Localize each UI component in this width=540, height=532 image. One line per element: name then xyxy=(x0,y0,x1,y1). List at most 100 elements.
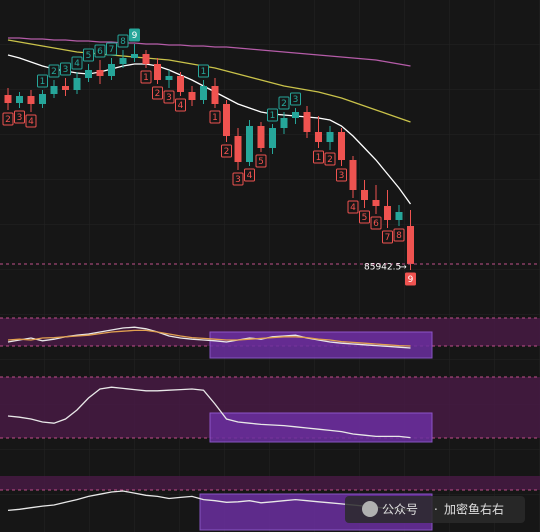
td-count: 3 xyxy=(63,65,69,75)
td-box xyxy=(382,230,393,244)
td-box xyxy=(152,86,163,100)
td-box xyxy=(163,90,175,104)
last-price-arrow: → xyxy=(400,262,407,271)
candle-body xyxy=(50,86,58,94)
td-box xyxy=(405,272,416,286)
td-count: 3 xyxy=(293,95,299,105)
td-count: 3 xyxy=(166,93,172,103)
td-box xyxy=(25,114,37,128)
candle-body xyxy=(62,86,69,90)
td-count: 2 xyxy=(224,147,230,157)
td-box xyxy=(106,42,117,56)
td-count: 4 xyxy=(28,117,34,127)
candle-body xyxy=(257,126,265,148)
td-count: 6 xyxy=(373,219,379,229)
td-box xyxy=(290,92,301,106)
watermark-separator: · xyxy=(434,503,438,517)
candle-body xyxy=(27,96,35,104)
td-count: 1 xyxy=(40,77,46,87)
td-box xyxy=(48,64,60,78)
td-box xyxy=(209,110,221,124)
candle-body xyxy=(211,86,219,104)
td-box xyxy=(278,96,290,110)
candle-body xyxy=(384,206,391,220)
td-box xyxy=(83,48,94,62)
candle-body xyxy=(361,190,368,200)
candle-body xyxy=(85,70,92,78)
moving-average xyxy=(7,39,411,123)
td-count: 3 xyxy=(17,113,23,123)
candle-body xyxy=(269,128,276,148)
td-count: 1 xyxy=(270,111,276,121)
td-count: 3 xyxy=(339,171,345,181)
candle-body xyxy=(223,104,230,136)
indicator-line xyxy=(7,326,411,349)
watermark-text: 加密鱼右右 xyxy=(444,502,504,517)
candle-body xyxy=(154,64,161,80)
td-box xyxy=(94,44,106,58)
candle-body xyxy=(349,160,357,190)
candle-body xyxy=(16,96,23,103)
td-box xyxy=(232,172,244,186)
candle-body xyxy=(280,118,288,128)
watermark-icon xyxy=(362,501,378,517)
td-box xyxy=(359,210,370,224)
td-count: 1 xyxy=(201,67,207,77)
td-box xyxy=(14,110,25,124)
td-count: 4 xyxy=(74,59,80,69)
candle-body xyxy=(119,58,127,64)
candle-body xyxy=(177,76,184,92)
td-count: 4 xyxy=(350,203,356,213)
candle-body xyxy=(303,112,311,132)
td-box xyxy=(198,64,209,78)
td-box xyxy=(347,200,359,214)
td-count: 5 xyxy=(362,213,368,223)
candle-body xyxy=(142,54,150,64)
indicator-line xyxy=(7,490,411,512)
td-box xyxy=(313,150,324,164)
td-count: 9 xyxy=(132,31,138,41)
td-count: 7 xyxy=(109,45,115,55)
td-box xyxy=(60,62,71,76)
td-box xyxy=(129,28,140,42)
td-count: 8 xyxy=(120,37,126,47)
candle-body xyxy=(292,112,299,118)
td-count: 1 xyxy=(316,153,322,163)
moving-average xyxy=(7,54,412,205)
td-count: 9 xyxy=(408,275,414,285)
td-count: 4 xyxy=(178,101,184,111)
td-count: 7 xyxy=(385,233,391,243)
td-count: 4 xyxy=(247,171,253,181)
watermark: 公众号 · 加密鱼右右 xyxy=(345,496,525,523)
band xyxy=(0,476,540,490)
candle-body xyxy=(108,64,115,76)
candle-body xyxy=(39,94,46,104)
candle-body xyxy=(200,86,207,100)
td-count: 2 xyxy=(281,99,287,109)
watermark-box xyxy=(345,496,525,523)
candle-body xyxy=(73,78,81,90)
td-box xyxy=(140,70,152,84)
td-count: 2 xyxy=(327,155,333,165)
td-box xyxy=(117,34,129,48)
td-count: 6 xyxy=(97,47,103,57)
candle-body xyxy=(315,132,322,142)
candle-body xyxy=(372,200,380,206)
td-box xyxy=(221,144,232,158)
td-box xyxy=(370,216,382,230)
candle-body xyxy=(4,95,12,103)
candle-body xyxy=(326,132,334,142)
td-box xyxy=(175,98,186,112)
td-count: 1 xyxy=(143,73,149,83)
td-count: 8 xyxy=(396,231,402,241)
td-count: 2 xyxy=(5,115,11,125)
td-count: 1 xyxy=(212,113,218,123)
td-box xyxy=(324,152,336,166)
td-box xyxy=(336,168,347,182)
watermark-text: 公众号 xyxy=(382,503,418,517)
td-box xyxy=(267,108,278,122)
candle-body xyxy=(338,132,345,160)
